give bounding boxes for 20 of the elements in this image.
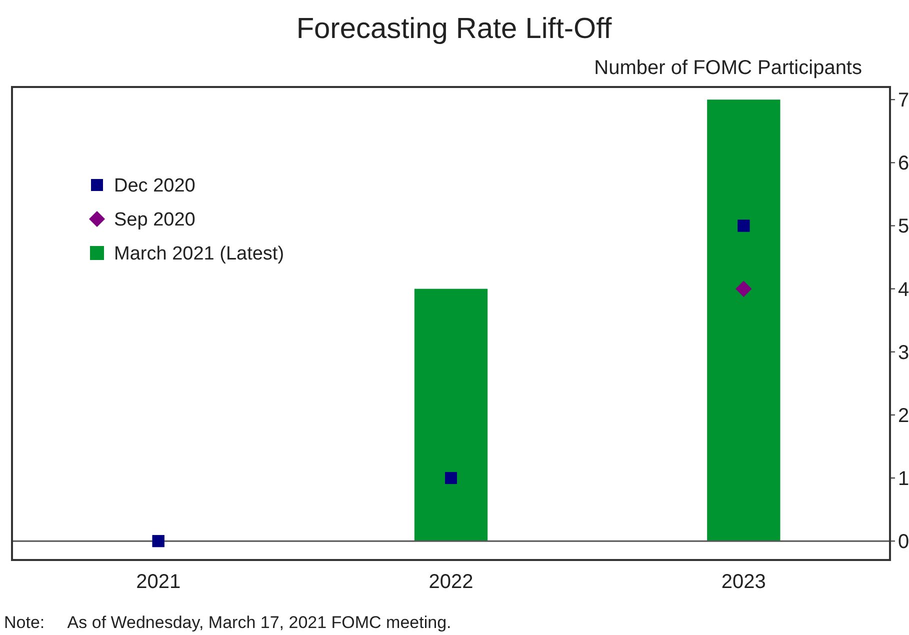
y-tick-label: 2 bbox=[898, 404, 909, 427]
x-tick-label: 2023 bbox=[721, 571, 766, 593]
point bbox=[152, 535, 164, 548]
y-tick-label: 5 bbox=[898, 216, 909, 238]
point bbox=[736, 280, 752, 297]
legend-label: Dec 2020 bbox=[114, 176, 196, 197]
y-tick-label: 3 bbox=[898, 342, 909, 364]
y-tick-label: 4 bbox=[898, 278, 909, 301]
x-tick-label: 2022 bbox=[428, 571, 474, 593]
legend-label: March 2021 (Latest) bbox=[114, 244, 284, 265]
y-tick-label: 0 bbox=[898, 531, 909, 554]
point bbox=[738, 220, 750, 232]
y-tick-label: 6 bbox=[898, 152, 909, 175]
legend-label: Sep 2020 bbox=[114, 210, 196, 231]
y-tick-label: 1 bbox=[898, 468, 909, 490]
x-tick-label: 2021 bbox=[136, 571, 181, 593]
y-axis-title: Number of FOMC Participants bbox=[594, 57, 862, 79]
text: Note: As of Wednesday, March 17, 2021 FOMC meeting. bbox=[4, 613, 452, 632]
y-tick-label: 7 bbox=[898, 90, 909, 112]
chart-title: Forecasting Rate Lift-Off bbox=[296, 13, 613, 45]
